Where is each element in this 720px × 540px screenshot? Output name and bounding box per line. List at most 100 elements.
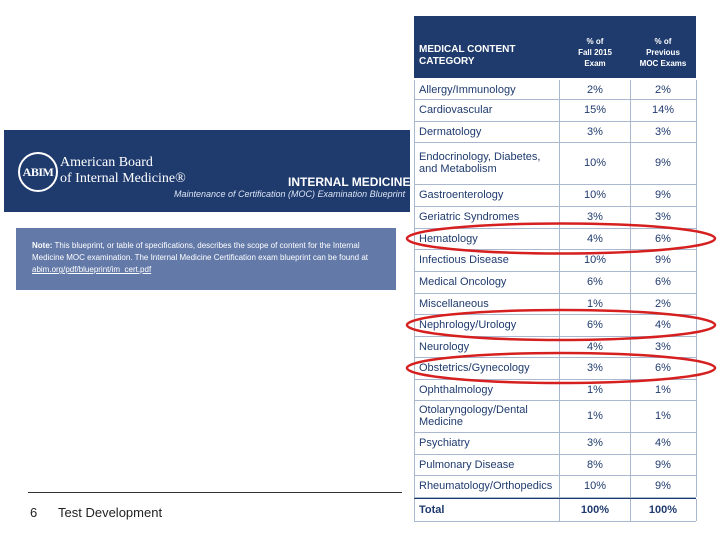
header-fall-2015-line-3: Exam: [584, 59, 606, 68]
org-name-line-1: American Board: [60, 155, 153, 170]
header-previous-line-3: MOC Exams: [639, 59, 687, 68]
table-row: Ophthalmology 1% 1%: [414, 379, 697, 401]
row-category: Otolaryngology/Dental Medicine: [414, 400, 560, 432]
row-fall-2015-value: 2%: [560, 80, 631, 99]
banner-title: INTERNAL MEDICINE: [288, 175, 411, 189]
table-row: Nephrology/Urology 6% 4%: [414, 314, 697, 337]
row-fall-2015-value: 3%: [560, 357, 631, 379]
table-row: Endocrinology, Diabetes, and Metabolism 1…: [414, 142, 697, 185]
table-header: MEDICAL CONTENT CATEGORY % of Fall 2015 …: [414, 16, 696, 78]
header-previous-line-1: % of: [654, 37, 672, 46]
row-fall-2015-value: 4%: [560, 228, 631, 249]
organization-name: American Board of Internal Medicine®: [60, 155, 186, 187]
header-previous-moc: % of Previous MOC Exams: [630, 36, 696, 69]
row-previous-value: 9%: [630, 142, 697, 184]
row-category: Dermatology: [414, 121, 560, 142]
abim-seal-logo: ABIM: [18, 152, 58, 192]
row-fall-2015-value: 15%: [560, 99, 631, 121]
row-fall-2015-value: 1%: [560, 379, 631, 400]
table-row: Dermatology 3% 3%: [414, 121, 697, 143]
table-row: Medical Oncology 6% 6%: [414, 271, 697, 294]
row-previous-value: 6%: [630, 271, 697, 293]
row-category: Allergy/Immunology: [414, 80, 560, 99]
row-previous-value: 4%: [630, 314, 697, 336]
note-label: Note:: [32, 241, 53, 250]
blueprint-note: Note: This blueprint, or table of specif…: [16, 228, 396, 290]
row-category: Geriatric Syndromes: [414, 206, 560, 228]
table-row: Gastroenterology 10% 9%: [414, 184, 697, 207]
table-row: Hematology 4% 6%: [414, 228, 697, 250]
footer-divider: [28, 492, 402, 493]
table-row: Allergy/Immunology 2% 2%: [414, 80, 697, 100]
row-previous-value: 100%: [630, 499, 697, 521]
row-category: Gastroenterology: [414, 184, 560, 206]
header-fall-2015: % of Fall 2015 Exam: [560, 36, 630, 69]
table-row: Cardiovascular 15% 14%: [414, 99, 697, 122]
row-previous-value: 2%: [630, 293, 697, 314]
row-fall-2015-value: 1%: [560, 293, 631, 314]
row-category: Cardiovascular: [414, 99, 560, 121]
row-category: Nephrology/Urology: [414, 314, 560, 336]
row-previous-value: 14%: [630, 99, 697, 121]
row-previous-value: 1%: [630, 400, 697, 432]
header-previous-line-2: Previous: [646, 48, 680, 57]
blueprint-banner: ABIM American Board of Internal Medicine…: [4, 130, 410, 212]
row-previous-value: 3%: [630, 336, 697, 357]
highlight-oval: [405, 351, 717, 385]
header-category-line-2: CATEGORY: [419, 56, 475, 67]
header-category: MEDICAL CONTENT CATEGORY: [419, 44, 515, 68]
row-previous-value: 9%: [630, 184, 697, 206]
header-category-line-1: MEDICAL CONTENT: [419, 44, 516, 55]
row-category: Neurology: [414, 336, 560, 357]
row-previous-value: 4%: [630, 432, 697, 454]
table-row: Infectious Disease 10% 9%: [414, 249, 697, 272]
row-fall-2015-value: 1%: [560, 400, 631, 432]
header-fall-2015-line-1: % of: [586, 37, 604, 46]
table-row: Psychiatry 3% 4%: [414, 432, 697, 455]
row-fall-2015-value: 10%: [560, 184, 631, 206]
row-fall-2015-value: 10%: [560, 142, 631, 184]
footer-title: Test Development: [58, 505, 163, 520]
row-fall-2015-value: 8%: [560, 454, 631, 475]
row-category: Miscellaneous: [414, 293, 560, 314]
row-category: Psychiatry: [414, 432, 560, 454]
table-row: Neurology 4% 3%: [414, 336, 697, 358]
note-link[interactable]: abim.org/pdf/blueprint/im_cert.pdf: [32, 265, 152, 274]
row-category: Rheumatology/Orthopedics: [414, 475, 560, 497]
page-number: 6: [30, 505, 38, 520]
row-category: Total: [414, 499, 560, 521]
row-previous-value: 3%: [630, 206, 697, 228]
row-previous-value: 6%: [630, 228, 697, 249]
row-previous-value: 3%: [630, 121, 697, 142]
content-category-table: MEDICAL CONTENT CATEGORY % of Fall 2015 …: [414, 16, 697, 522]
row-category: Pulmonary Disease: [414, 454, 560, 475]
row-fall-2015-value: 100%: [560, 499, 631, 521]
row-category: Hematology: [414, 228, 560, 249]
row-category: Obstetrics/Gynecology: [414, 357, 560, 379]
row-category: Infectious Disease: [414, 249, 560, 271]
row-previous-value: 1%: [630, 379, 697, 400]
row-category: Ophthalmology: [414, 379, 560, 400]
row-fall-2015-value: 4%: [560, 336, 631, 357]
table-row: Rheumatology/Orthopedics 10% 9%: [414, 475, 697, 498]
row-previous-value: 9%: [630, 249, 697, 271]
table-row: Geriatric Syndromes 3% 3%: [414, 206, 697, 229]
highlight-oval: [405, 308, 717, 342]
row-previous-value: 6%: [630, 357, 697, 379]
table-row: Miscellaneous 1% 2%: [414, 293, 697, 315]
row-fall-2015-value: 3%: [560, 121, 631, 142]
table-row: Otolaryngology/Dental Medicine 1% 1%: [414, 400, 697, 433]
row-fall-2015-value: 6%: [560, 314, 631, 336]
note-text: This blueprint, or table of specificatio…: [32, 241, 369, 262]
row-previous-value: 2%: [630, 80, 697, 99]
row-fall-2015-value: 6%: [560, 271, 631, 293]
table-row: Obstetrics/Gynecology 3% 6%: [414, 357, 697, 380]
table-row: Pulmonary Disease 8% 9%: [414, 454, 697, 476]
row-category: Medical Oncology: [414, 271, 560, 293]
row-fall-2015-value: 3%: [560, 206, 631, 228]
row-fall-2015-value: 10%: [560, 475, 631, 497]
header-fall-2015-line-2: Fall 2015: [578, 48, 612, 57]
highlight-oval: [405, 222, 717, 255]
banner-subtitle: Maintenance of Certification (MOC) Exami…: [174, 189, 406, 199]
